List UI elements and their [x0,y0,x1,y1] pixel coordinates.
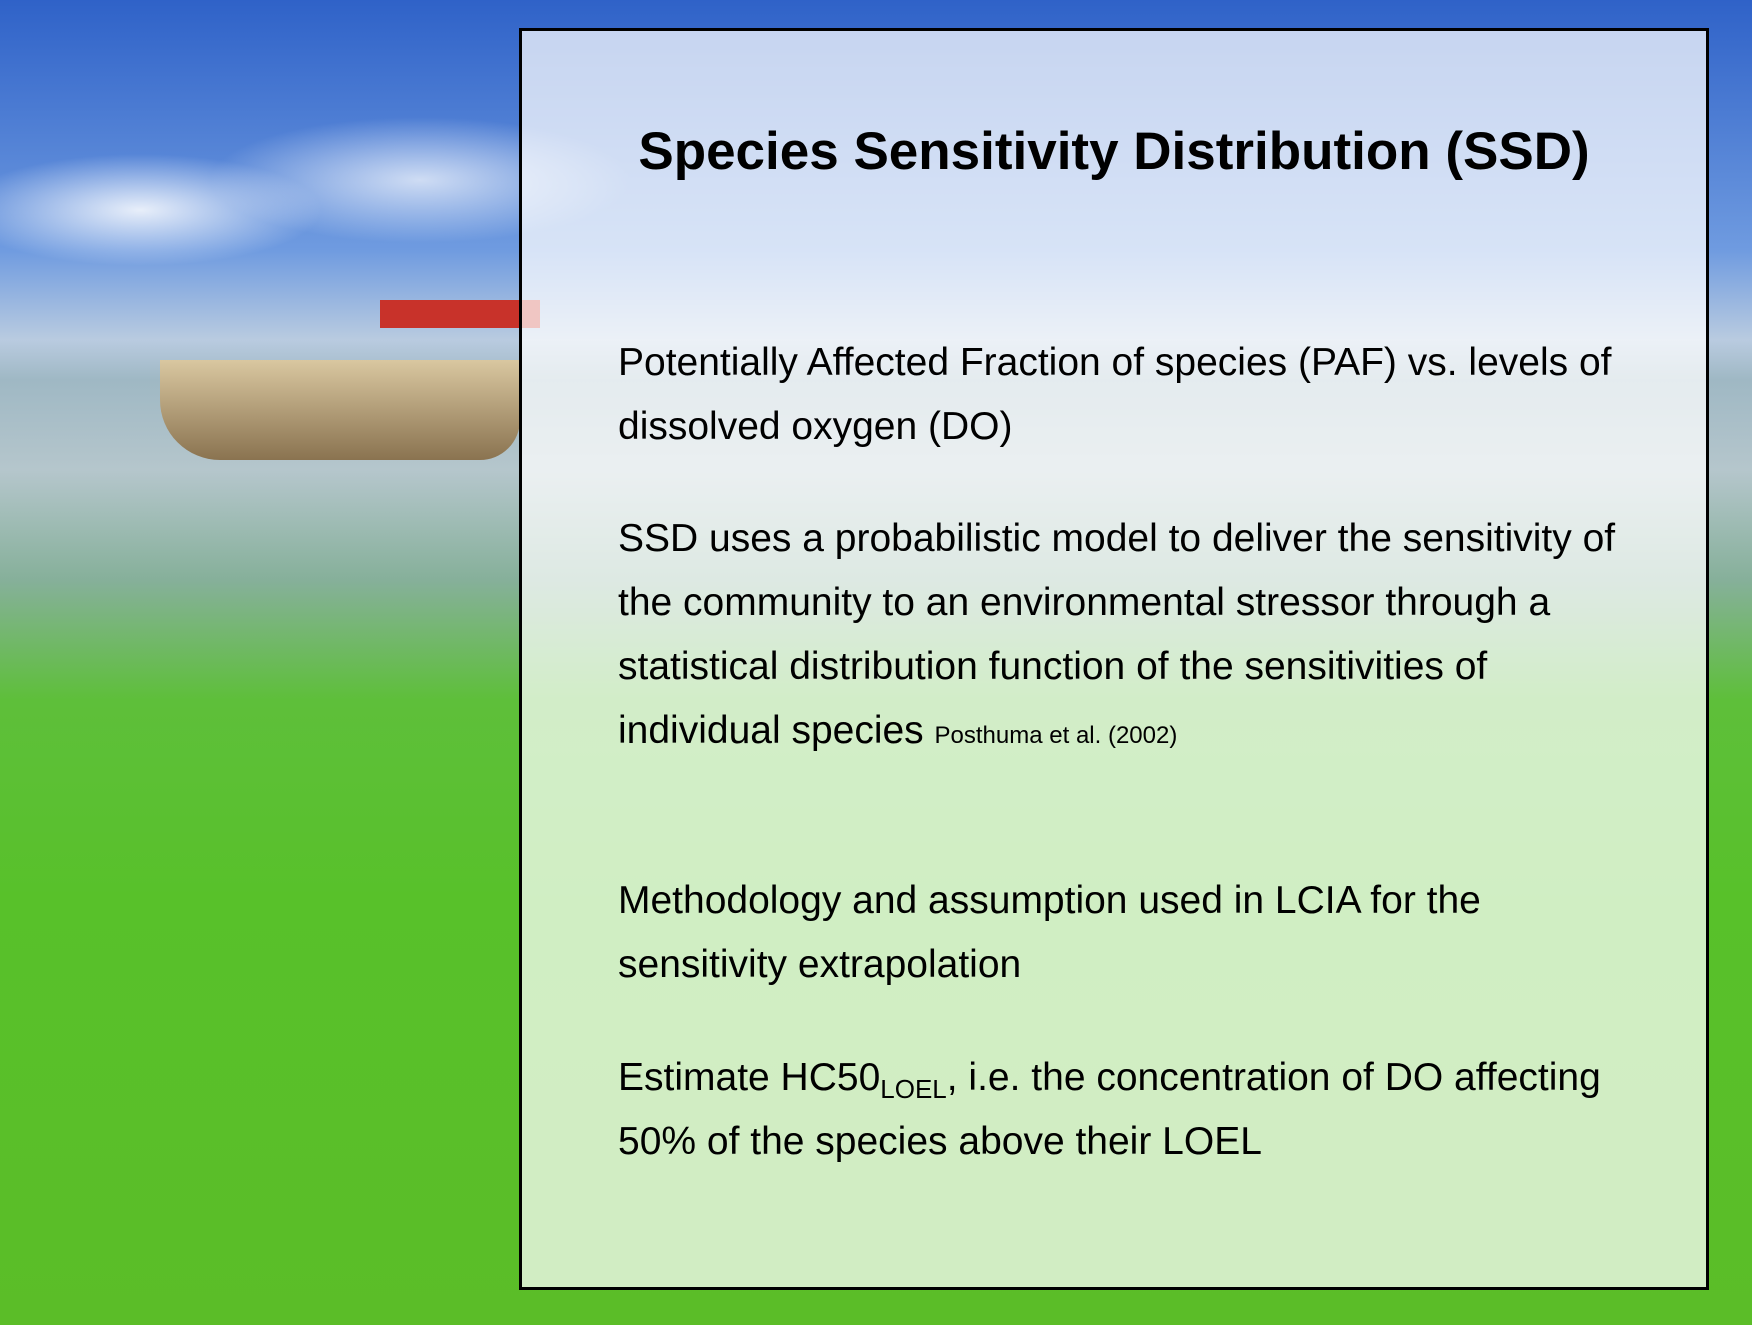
bullet-text: , i.e. the concentration of DO affecting… [618,1056,1601,1163]
bullet: SSD uses a probabilistic model to delive… [618,507,1638,768]
citation: Posthuma et al. (2002) [934,722,1178,749]
bullet-text: SSD uses a probabilistic model to delive… [618,517,1616,752]
bullet: Methodology and assumption used in LCIA … [618,869,1638,997]
bullet-text: Potentially Affected Fraction of species… [618,341,1612,448]
boat-roof [380,300,540,328]
slide-title: Species Sensitivity Distribution (SSD) [638,122,1590,181]
bullet-text: Estimate HC50 [618,1056,881,1099]
bullet: Potentially Affected Fraction of species… [618,331,1638,459]
bullet: Estimate HC50LOEL, i.e. the concentratio… [618,1046,1638,1174]
boat [160,360,520,460]
subscript: LOEL [880,1074,947,1104]
bullet-text: Methodology and assumption used in LCIA … [618,879,1481,986]
text-panel: Species Sensitivity Distribution (SSD) P… [519,28,1709,1290]
